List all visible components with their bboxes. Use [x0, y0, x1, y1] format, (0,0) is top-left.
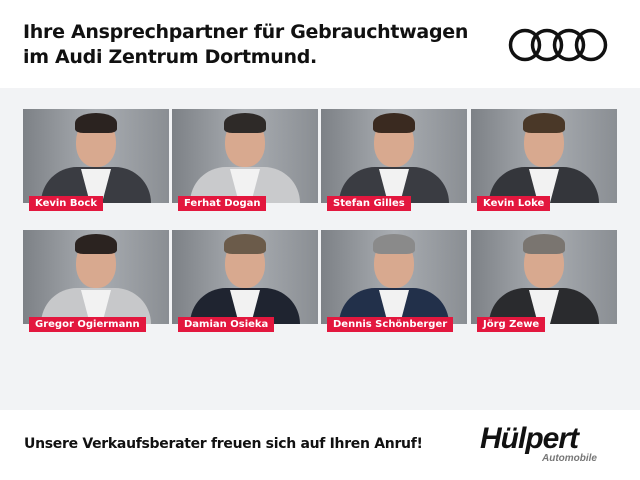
- portrait-hair: [373, 113, 415, 133]
- team-member-card: Damian Osieka: [172, 230, 318, 332]
- portrait-hair: [75, 113, 117, 133]
- portrait-hair: [224, 234, 266, 254]
- logo-name: Hülpert: [480, 422, 579, 455]
- title-line-1: Ihre Ansprechpartner für Gebrauchtwagen: [23, 21, 469, 43]
- portrait-hair: [523, 234, 565, 254]
- portrait-hair: [224, 113, 266, 133]
- page-title: Ihre Ansprechpartner für Gebrauchtwagen …: [23, 20, 468, 70]
- name-label: Damian Osieka: [178, 317, 275, 332]
- name-label: Stefan Gilles: [327, 196, 411, 211]
- slogan: Unsere Verkaufsberater freuen sich auf I…: [24, 436, 423, 452]
- portrait-hair: [75, 234, 117, 254]
- team-member-card: Kevin Loke: [471, 109, 617, 211]
- huelpert-logo: Hülpert Automobile: [480, 422, 597, 465]
- header: Ihre Ansprechpartner für Gebrauchtwagen …: [0, 0, 640, 88]
- team-member-card: Kevin Bock: [23, 109, 169, 211]
- portrait-hair: [523, 113, 565, 133]
- audi-rings-logo: [508, 28, 608, 62]
- name-label: Jörg Zewe: [477, 317, 546, 332]
- name-label: Gregor Ogiermann: [29, 317, 146, 332]
- team-member-card: Gregor Ogiermann: [23, 230, 169, 332]
- portrait-hair: [373, 234, 415, 254]
- name-label: Kevin Bock: [29, 196, 103, 211]
- team-member-card: Dennis Schönberger: [321, 230, 467, 332]
- name-label: Kevin Loke: [477, 196, 551, 211]
- team-member-card: Stefan Gilles: [321, 109, 467, 211]
- title-line-2: im Audi Zentrum Dortmund.: [23, 46, 317, 68]
- name-label: Dennis Schönberger: [327, 317, 454, 332]
- footer: Unsere Verkaufsberater freuen sich auf I…: [0, 410, 640, 480]
- team-member-card: Ferhat Dogan: [172, 109, 318, 211]
- logo-subtitle: Automobile: [542, 453, 597, 464]
- team-member-card: Jörg Zewe: [471, 230, 617, 332]
- name-label: Ferhat Dogan: [178, 196, 267, 211]
- team-grid: Kevin Bock Ferhat Dogan Stefan Gilles Kevin…: [0, 88, 640, 410]
